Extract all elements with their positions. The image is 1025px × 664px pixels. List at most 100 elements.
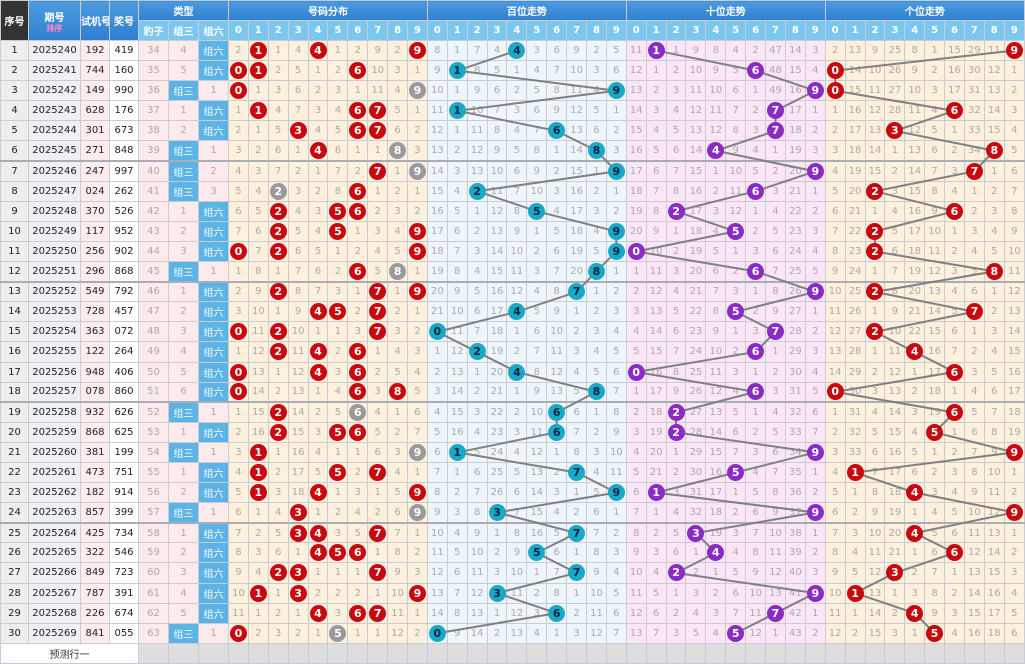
- header-issue[interactable]: 期号 排序: [28, 0, 81, 41]
- dist-miss-cell: 2: [327, 60, 349, 82]
- tens-miss-cell: 5: [665, 301, 687, 323]
- predict-cell[interactable]: [924, 642, 946, 664]
- predict-cell[interactable]: [824, 642, 846, 664]
- units-miss-cell: 5: [983, 240, 1005, 263]
- predict-cell[interactable]: [466, 642, 488, 664]
- hundreds-hit-cell: 7: [566, 562, 588, 584]
- predict-cell[interactable]: [566, 642, 588, 664]
- units-miss-cell: 3: [904, 401, 926, 423]
- baozi-cell: 48: [138, 321, 169, 343]
- dist-hit-cell: 4: [307, 140, 329, 162]
- dist-hit-cell: 4: [307, 542, 329, 564]
- dist-hit-cell: 1: [247, 100, 269, 122]
- dist-miss-cell: 3: [327, 80, 349, 102]
- predict-cell[interactable]: [1003, 642, 1025, 664]
- tens-miss-cell: 3: [665, 482, 687, 504]
- predict-cell[interactable]: [586, 642, 607, 664]
- predict-cell[interactable]: [705, 642, 727, 664]
- predict-cell[interactable]: [526, 642, 548, 664]
- tens-miss-cell: 2: [645, 521, 667, 544]
- units-miss-cell: 14: [904, 160, 926, 182]
- predict-cell[interactable]: [446, 642, 468, 664]
- predict-cell[interactable]: [685, 642, 707, 664]
- predict-cell[interactable]: [426, 642, 448, 664]
- zuliu-cell: 组六: [198, 562, 229, 584]
- predict-cell[interactable]: [387, 642, 409, 664]
- hundreds-miss-cell: 6: [446, 562, 468, 584]
- sort-icon[interactable]: 排序: [46, 23, 63, 33]
- predict-cell[interactable]: [844, 642, 866, 664]
- predict-cell[interactable]: [367, 642, 389, 664]
- baozi-cell: 49: [138, 341, 169, 363]
- predict-cell[interactable]: [784, 642, 806, 664]
- dist-miss-cell: 6: [287, 240, 309, 263]
- predict-cell[interactable]: [138, 642, 169, 664]
- table-row: 28 2025267 787 391 61 4 组六 10 1 1 3 2 2 2 1 10 9 13 7 12 3 11…: [0, 582, 1025, 604]
- predict-cell[interactable]: [884, 642, 906, 664]
- dist-ball-4: 4: [309, 363, 327, 381]
- hundreds-hit-cell: 0: [426, 622, 448, 644]
- predict-cell[interactable]: [407, 642, 428, 664]
- units-miss-cell: 33: [844, 441, 866, 463]
- dist-hit-cell: 7: [367, 562, 389, 584]
- predict-cell[interactable]: [804, 642, 826, 664]
- predict-cell[interactable]: [198, 642, 229, 664]
- dist-hit-cell: 3: [287, 562, 309, 584]
- draw-number-cell: 625: [109, 421, 139, 443]
- predict-cell[interactable]: [944, 642, 965, 664]
- predict-cell[interactable]: [247, 642, 269, 664]
- predict-cell[interactable]: [307, 642, 329, 664]
- predict-cell[interactable]: [765, 642, 786, 664]
- zuliu-cell: 1: [198, 401, 229, 423]
- tens-miss-cell: 2: [665, 240, 687, 263]
- units-miss-cell: 4: [824, 461, 846, 484]
- predict-cell[interactable]: [963, 642, 985, 664]
- predict-cell[interactable]: [228, 642, 249, 664]
- units-miss-cell: 1: [944, 381, 965, 403]
- tens-miss-cell: 13: [685, 120, 707, 142]
- predict-cell[interactable]: [983, 642, 1005, 664]
- units-ball-0: 0: [826, 62, 844, 80]
- predict-cell[interactable]: [725, 642, 747, 664]
- predict-cell[interactable]: [506, 642, 528, 664]
- tens-miss-cell: 16: [705, 461, 727, 484]
- hundreds-miss-cell: 6: [546, 240, 568, 263]
- hundreds-miss-cell: 18: [566, 220, 588, 242]
- predict-cell[interactable]: [347, 642, 369, 664]
- baozi-cell: 43: [138, 220, 169, 242]
- tens-miss-cell: 13: [625, 80, 647, 102]
- dist-hit-cell: 2: [267, 240, 289, 263]
- dist-ball-7: 7: [369, 283, 387, 301]
- dist-miss-cell: 1: [407, 60, 428, 82]
- hundreds-miss-cell: 4: [605, 562, 627, 584]
- dist-miss-cell: 9: [287, 301, 309, 323]
- predict-cell[interactable]: [605, 642, 627, 664]
- dist-miss-cell: 3: [387, 60, 409, 82]
- hundreds-miss-cell: 9: [446, 622, 468, 644]
- predict-cell[interactable]: [267, 642, 289, 664]
- predict-cell[interactable]: [625, 642, 647, 664]
- predict-cell[interactable]: [745, 642, 767, 664]
- units-miss-cell: 31: [844, 401, 866, 423]
- tens-miss-cell: 5: [725, 562, 747, 584]
- units-miss-cell: 19: [924, 401, 946, 423]
- predict-cell[interactable]: [486, 642, 508, 664]
- tens-miss-cell: 5: [804, 381, 826, 403]
- predict-cell[interactable]: [327, 642, 349, 664]
- predict-cell[interactable]: [287, 642, 309, 664]
- dist-miss-cell: 1: [407, 602, 428, 624]
- hundreds-miss-cell: 3: [546, 482, 568, 504]
- predict-cell[interactable]: [864, 642, 886, 664]
- baozi-cell: 55: [138, 461, 169, 484]
- predict-cell[interactable]: [665, 642, 687, 664]
- dist-miss-cell: 4: [387, 461, 409, 484]
- hundreds-miss-cell: 9: [506, 220, 528, 242]
- hundreds-miss-cell: 18: [486, 321, 508, 343]
- predict-cell[interactable]: [168, 642, 199, 664]
- predict-cell[interactable]: [904, 642, 926, 664]
- predict-cell[interactable]: [645, 642, 667, 664]
- hundreds-miss-cell: 9: [526, 160, 548, 182]
- predict-cell[interactable]: [546, 642, 568, 664]
- units-miss-cell: 19: [904, 261, 926, 283]
- hundreds-miss-cell: 9: [605, 421, 627, 443]
